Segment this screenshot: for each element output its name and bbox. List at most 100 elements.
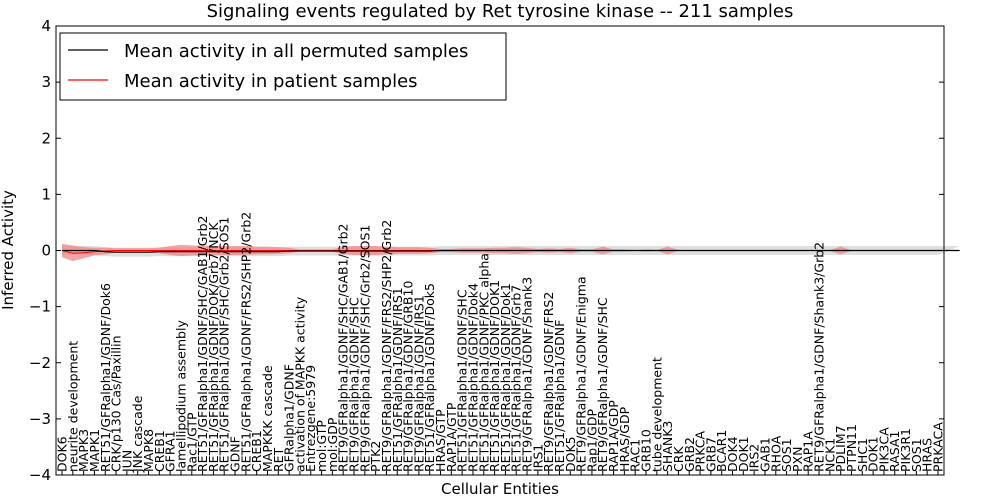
legend: Mean activity in all permuted samples Me…	[59, 32, 507, 101]
category-label: HRAS/GDP	[617, 406, 632, 472]
category-label: SOS1	[779, 438, 794, 472]
category-label: RET9/GFRalpha1/GDNF/SHC/Grb2/SOS1	[357, 225, 372, 472]
band-layer	[62, 243, 960, 262]
category-label: SOS1	[909, 438, 924, 472]
category-label: DOK6	[55, 436, 70, 472]
category-label: JUN	[119, 450, 134, 473]
chart-title: Signaling events regulated by Ret tyrosi…	[207, 1, 794, 22]
y-tick-label: −4	[29, 466, 51, 484]
category-label: SHANK3	[660, 421, 675, 472]
category-label: NCK1	[822, 438, 837, 472]
category-label: PRKCA	[693, 431, 708, 472]
category-label: RET	[271, 447, 286, 472]
y-tick-label: −1	[29, 298, 51, 316]
category-label: RET9/GFRalpha1/GDNF/SHC/GAB1/Grb2	[336, 223, 351, 472]
category-label: RET9/GFRalpha1/GDNF/GRB10	[401, 281, 416, 472]
category-label: PTPN11	[844, 424, 859, 472]
y-tick-label: 1	[41, 185, 51, 203]
category-label: Entrezgene:5979	[303, 365, 318, 472]
category-label: mol:GTP	[314, 420, 329, 472]
category-label: activation of MAPKK activity	[292, 296, 307, 472]
category-label: MAPK8	[141, 429, 156, 472]
category-label: DOK4	[725, 436, 740, 472]
category-label: PDLIM7	[833, 425, 848, 472]
category-label: GRB7	[703, 437, 718, 472]
line-layer	[61, 249, 960, 254]
series-line-permuted	[62, 249, 960, 253]
category-label: RAP1A/GDP	[606, 400, 621, 472]
category-label: mol:GDP	[325, 417, 340, 472]
category-label: RET51/GFRalpha1/GDNF/Dok4	[465, 283, 480, 472]
category-label: RET9/GFRalpha1/GDNF/FRS2	[541, 292, 556, 472]
category-label: GRB10	[639, 429, 654, 472]
category-label: RET51/GFRalpha1/GDNF/Dok6	[98, 283, 113, 472]
category-label: DOK1	[866, 436, 881, 472]
category-label: PIK3R1	[898, 428, 913, 472]
category-label: RET51/GFRalpha1/GDNF/SHC/GAB1/Grb2	[195, 216, 210, 472]
category-label: RET9/GFRalpha1/GDNF/Shank3	[520, 277, 535, 472]
category-label: DOK1	[736, 436, 751, 472]
y-tick-label: −3	[29, 410, 51, 428]
category-label: PTK2	[368, 441, 383, 472]
category-label: PXN	[790, 447, 805, 472]
legend-label-permuted: Mean activity in all permuted samples	[124, 41, 468, 62]
category-label: RET9/GFRalpha1/GDNF/Enigma	[574, 276, 589, 472]
category-label: RET51/GFRalpha1/GDNF	[552, 320, 567, 472]
category-label: RET51/GFRalpha1/GDNF/SHC/Grb2/SOS1	[217, 217, 232, 472]
legend-label-patient: Mean activity in patient samples	[124, 71, 418, 92]
category-label: CRK	[671, 446, 686, 472]
category-label: GRB2	[682, 437, 697, 472]
category-label: RET51/GFRalpha1/GDNF/Dok1	[498, 283, 513, 472]
category-label: HRAS/GTP	[433, 409, 448, 472]
category-label: IRS1	[530, 444, 545, 472]
category-label: RET51/GFRalpha1/GDNF/FRS2/SHP2/Grb2	[238, 212, 253, 472]
category-label: Rac1/GTP	[184, 412, 199, 472]
plot-frame	[55, 25, 945, 476]
category-label: GAB1	[757, 437, 772, 472]
category-label: RET51/GFRalpha1/GDNF/DOK1	[487, 280, 502, 472]
category-label: MAPK1	[87, 429, 102, 472]
y-tick-label: 0	[41, 242, 51, 260]
patient-band	[62, 243, 960, 262]
category-label: RET9/GFRalpha1/GDNF/Shank3/Grb2	[812, 242, 827, 472]
category-label: PIK3CA	[876, 427, 891, 472]
category-label: lamellipodium assembly	[173, 320, 188, 472]
category-label: Rap1/GDP	[584, 409, 599, 472]
category-label: RASA1	[887, 431, 902, 472]
category-label: neurite development	[65, 341, 80, 472]
category-label: RET9/GFRalpha1/GDNF/SHC	[595, 297, 610, 472]
category-label: RET9/GFRalpha1/GDNF/FRS2/SHP2/Grb2	[379, 220, 394, 472]
y-tick-label: −2	[29, 354, 51, 372]
category-label: CRK/p130 Cas/Paxillin	[109, 335, 124, 472]
category-label: RAP1A	[801, 431, 816, 472]
legend-box	[59, 32, 507, 101]
x-axis-label: Cellular Entities	[441, 480, 559, 498]
category-label: SHC1	[855, 438, 870, 472]
category-label: GDNF	[228, 436, 243, 472]
category-label: BCAR1	[714, 430, 729, 472]
y-tick-label: 4	[41, 17, 51, 35]
category-label: PRKACA	[931, 422, 946, 472]
category-label: DOK5	[563, 436, 578, 472]
category-label: RET51/GFRalpha1/GDNF/SHC	[455, 289, 470, 472]
category-label: RET51/GFRalpha1/GDNF/Grb7	[509, 285, 524, 472]
category-label: CREB1	[249, 430, 264, 472]
y-tick-label: 3	[41, 73, 51, 91]
category-label: RAP1A/GTP	[444, 402, 459, 472]
category-label: GFRA1	[163, 430, 178, 472]
category-label: HRAS	[920, 438, 935, 472]
category-label: JNK cascade	[130, 395, 145, 473]
category-label: RET51/GFRalpha1/GDNF/Dok5	[422, 283, 437, 472]
category-label: RET51/GFRalpha1/GDNF/DOK/Grb7/NCK	[206, 222, 221, 472]
category-label: RET9/GFRalpha1/GDNF/IRS1	[411, 295, 426, 472]
category-label: RET51/GFRalpha1/GDNF/IRS1	[390, 287, 405, 472]
y-tick-label: 2	[41, 129, 51, 147]
category-label: RET9/GFRalpha1/GDNF/SHC	[347, 297, 362, 472]
category-label: GFRalpha1/GDNF	[282, 364, 297, 472]
category-label: RHOA	[768, 435, 783, 472]
category-label: MAPK3	[76, 429, 91, 472]
category-label: MAPKKK cascade	[260, 365, 275, 472]
y-axis-label: Inferred Activity	[0, 190, 17, 310]
